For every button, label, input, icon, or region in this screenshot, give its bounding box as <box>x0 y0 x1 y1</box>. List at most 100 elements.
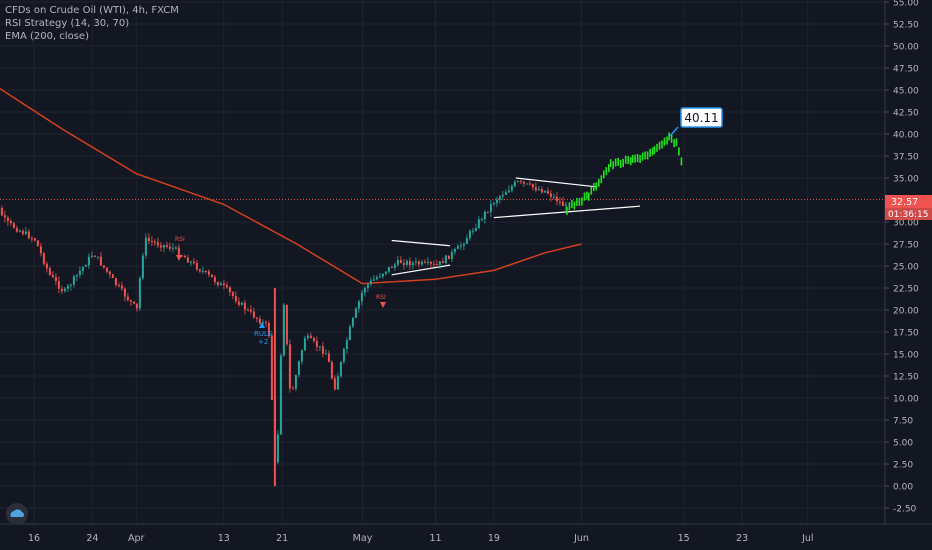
candle-body <box>459 245 462 247</box>
candle-body <box>537 189 540 191</box>
long-signal-label: RULE <box>254 330 272 338</box>
candle-body <box>219 283 222 286</box>
candle-body <box>60 288 63 292</box>
candle-body <box>342 348 345 362</box>
candle-body <box>249 309 252 312</box>
candle-body <box>414 261 417 263</box>
candle-body <box>180 255 183 257</box>
candle-body <box>558 201 561 203</box>
price-tick-label: 7.50 <box>893 417 913 427</box>
price-tick-label: 17.50 <box>893 329 919 339</box>
candle-body <box>171 247 174 249</box>
candle-body <box>243 302 246 310</box>
candlesticks <box>0 179 567 486</box>
candle-body <box>51 274 54 278</box>
arrow-down-icon <box>176 255 182 261</box>
candle-body <box>504 192 507 196</box>
time-tick-label: Apr <box>128 533 145 544</box>
price-tick-label: 27.50 <box>893 241 919 251</box>
price-tick-label: 42.50 <box>893 109 919 119</box>
candle-body <box>390 266 393 268</box>
candle-body <box>264 322 267 324</box>
candle-body <box>111 274 114 279</box>
candle-body <box>477 219 480 229</box>
ema-200-line <box>0 87 582 285</box>
candle-body <box>228 287 231 293</box>
candle-body <box>126 296 129 301</box>
candle-body <box>312 338 315 342</box>
time-tick-label: 16 <box>28 533 40 544</box>
price-tick-label: 55.00 <box>893 0 919 9</box>
price-axis[interactable]: 55.00 52.50 50.00 47.50 45.00 42.50 40.00 37.50… <box>885 0 919 515</box>
candle-body <box>30 238 33 240</box>
candle-body <box>300 350 303 362</box>
candle-body <box>381 273 384 277</box>
candle-body <box>297 361 300 375</box>
candle-body <box>396 259 399 265</box>
candle-body <box>288 344 291 389</box>
candle-body <box>240 302 243 305</box>
candle-body <box>453 248 456 252</box>
candle-body <box>150 240 153 242</box>
candle-body <box>96 256 99 258</box>
indicator-ema[interactable]: EMA (200, close) <box>5 31 89 42</box>
candle-body <box>87 256 90 266</box>
arrow-down-icon <box>380 302 386 308</box>
candle-body <box>420 261 423 265</box>
candle-body <box>519 181 522 183</box>
candle-body <box>36 240 39 247</box>
candle-body <box>90 255 93 257</box>
symbol-title[interactable]: CFDs on Crude Oil (WTI), 4h, FXCM <box>5 5 179 16</box>
candle-body <box>231 292 234 297</box>
candle-body <box>489 204 492 212</box>
candle-body <box>498 196 501 200</box>
candle-body <box>387 266 390 272</box>
time-tick-label: Jun <box>573 533 589 544</box>
candle-body <box>528 183 531 185</box>
candle-body <box>531 183 534 188</box>
price-tick-label: 2.50 <box>893 461 913 471</box>
candle-body <box>462 243 465 246</box>
candle-body <box>198 269 201 272</box>
tradingview-logo[interactable] <box>6 503 28 525</box>
candle-body <box>408 260 411 266</box>
candle-body <box>501 195 504 197</box>
candle-body <box>6 217 9 221</box>
price-tick-label: 22.50 <box>893 285 919 295</box>
candle-body <box>102 265 105 268</box>
candle-body <box>105 267 108 272</box>
price-tick-label: 15.00 <box>893 351 919 361</box>
candle-body <box>261 322 264 324</box>
price-tick-label: 12.50 <box>893 373 919 383</box>
candle-body <box>57 281 60 289</box>
candle-body <box>186 257 189 263</box>
candle-body <box>174 247 177 249</box>
candle-body <box>441 261 444 264</box>
candle-body <box>204 271 207 273</box>
trendline[interactable] <box>391 239 451 247</box>
candle-body <box>411 262 414 266</box>
time-tick-label: 24 <box>86 533 98 544</box>
candle-body <box>84 265 87 267</box>
time-axis[interactable]: 16 24 Apr 13 21 May 11 19 Jun 15 23 Jul <box>28 533 814 544</box>
candle-body <box>252 311 255 318</box>
indicator-rsi-strategy[interactable]: RSI Strategy (14, 30, 70) <box>5 18 130 29</box>
candle-body <box>366 284 369 288</box>
callout-box <box>680 107 723 128</box>
candle-body <box>336 376 339 390</box>
candle-body <box>213 277 216 282</box>
candle-body <box>546 190 549 194</box>
candle-body <box>66 285 69 289</box>
trendline[interactable] <box>391 264 451 276</box>
time-tick-label: Jul <box>801 533 813 544</box>
candle-body <box>54 277 57 282</box>
candle-body <box>474 228 477 231</box>
candle-body <box>540 189 543 193</box>
short-signal-1: RSI <box>175 236 185 261</box>
time-tick-label: May <box>353 533 373 544</box>
candle-body <box>165 245 168 247</box>
price-tick-label: 45.00 <box>893 87 919 97</box>
trendline[interactable] <box>515 177 597 188</box>
candle-body <box>144 237 147 256</box>
